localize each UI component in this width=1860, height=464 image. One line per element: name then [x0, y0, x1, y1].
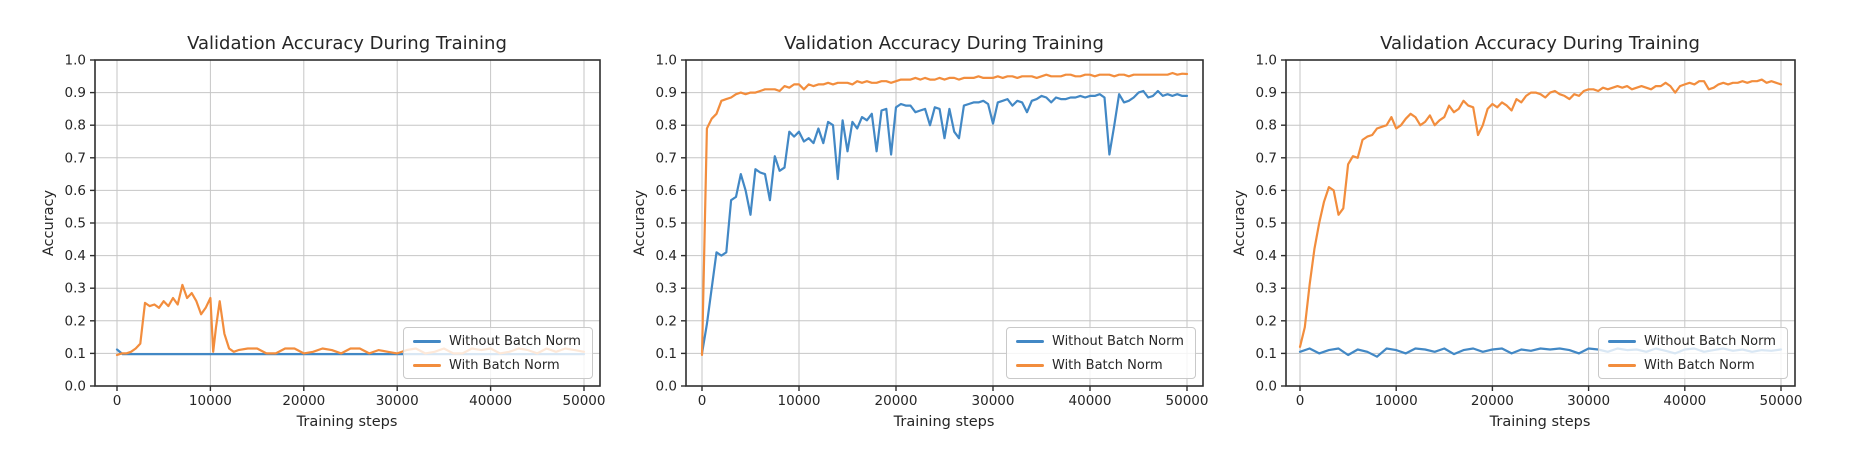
- x-tick-label: 20000: [875, 393, 918, 409]
- y-axis-label: Accuracy: [41, 189, 57, 257]
- series-line-with-batch-norm: [700, 71, 1189, 357]
- x-tick-label: 40000: [1663, 393, 1706, 409]
- chart-1: 0 10000 20000 30000 40000 50000 0.0 0.1 0.2 0.3 0.…: [65, 53, 606, 410]
- y-tick-label: 0.0: [65, 379, 86, 395]
- legend-item-without-batch-norm: Without Batch Norm: [404, 331, 592, 351]
- legend-swatch-without-batch-norm: [1016, 339, 1044, 343]
- legend-item-with-batch-norm: With Batch Norm: [404, 355, 592, 375]
- y-tick-label: 0.0: [656, 379, 677, 395]
- x-tick-label: 40000: [1069, 393, 1112, 409]
- x-axis-label: Training steps: [296, 414, 398, 430]
- tick-labels: 0 10000 20000 30000 40000 50000 0.0 0.1 0.2 0.3 0.…: [65, 53, 606, 410]
- legend-label: With Batch Norm: [1052, 357, 1163, 373]
- axis-ticks: [1281, 59, 1782, 391]
- legend: Without Batch Norm With Batch Norm: [1006, 327, 1196, 379]
- y-tick-label: 0.7: [65, 150, 86, 166]
- x-tick-label: 30000: [376, 393, 419, 409]
- y-tick-label: 0.6: [65, 183, 86, 199]
- x-tick-label: 0: [113, 393, 122, 409]
- axis-ticks: [681, 59, 1188, 391]
- legend: Without Batch Norm With Batch Norm: [403, 327, 593, 379]
- x-tick-label: 10000: [778, 393, 821, 409]
- y-tick-label: 0.2: [656, 313, 677, 329]
- y-tick-label: 0.8: [1256, 118, 1277, 134]
- y-tick-label: 0.1: [65, 346, 86, 362]
- y-tick-label: 0.2: [65, 313, 86, 329]
- y-tick-label: 0.3: [65, 281, 86, 297]
- chart-title: Validation Accuracy During Training: [784, 33, 1104, 54]
- y-tick-label: 0.8: [656, 118, 677, 134]
- y-tick-label: 1.0: [1256, 53, 1277, 69]
- x-tick-label: 20000: [282, 393, 325, 409]
- chart-3: 0 10000 20000 30000 40000 50000 0.0 0.1 0.2 0.3 0.…: [1256, 53, 1803, 410]
- y-tick-label: 0.1: [1256, 346, 1277, 362]
- chart-title: Validation Accuracy During Training: [187, 33, 507, 54]
- y-tick-label: 0.7: [1256, 150, 1277, 166]
- legend-item-without-batch-norm: Without Batch Norm: [1007, 331, 1195, 351]
- legend-swatch-with-batch-norm: [1016, 363, 1044, 367]
- legend-item-without-batch-norm: Without Batch Norm: [1599, 331, 1787, 351]
- x-tick-label: 20000: [1471, 393, 1514, 409]
- y-tick-label: 0.9: [656, 85, 677, 101]
- x-tick-label: 50000: [1760, 393, 1803, 409]
- y-axis-label: Accuracy: [1232, 189, 1248, 257]
- x-axis-label: Training steps: [893, 414, 995, 430]
- y-tick-label: 0.9: [1256, 85, 1277, 101]
- x-tick-label: 50000: [563, 393, 606, 409]
- y-tick-label: 0.1: [656, 346, 677, 362]
- y-tick-label: 0.6: [656, 183, 677, 199]
- y-tick-label: 0.3: [1256, 281, 1277, 297]
- x-tick-label: 10000: [1375, 393, 1418, 409]
- y-tick-label: 0.6: [1256, 183, 1277, 199]
- x-tick-label: 0: [698, 393, 707, 409]
- legend-label: With Batch Norm: [1644, 357, 1755, 373]
- y-tick-label: 0.2: [1256, 313, 1277, 329]
- legend-label: Without Batch Norm: [1052, 333, 1184, 349]
- series-line-with-batch-norm: [1298, 78, 1783, 348]
- legend-swatch-with-batch-norm: [1608, 363, 1636, 367]
- y-tick-label: 0.9: [65, 85, 86, 101]
- legend-item-with-batch-norm: With Batch Norm: [1007, 355, 1195, 375]
- y-tick-label: 0.4: [1256, 248, 1277, 264]
- y-tick-label: 0.5: [1256, 216, 1277, 232]
- y-tick-label: 0.4: [656, 248, 677, 264]
- axis-ticks: [90, 59, 585, 391]
- y-tick-label: 0.5: [65, 216, 86, 232]
- y-axis-label: Accuracy: [632, 189, 648, 257]
- legend-swatch-without-batch-norm: [1608, 339, 1636, 343]
- x-axis-label: Training steps: [1489, 414, 1591, 430]
- y-tick-label: 0.0: [1256, 379, 1277, 395]
- y-tick-label: 0.3: [656, 281, 677, 297]
- x-tick-label: 0: [1296, 393, 1305, 409]
- grid: [1286, 59, 1795, 387]
- y-tick-label: 1.0: [65, 53, 86, 69]
- tick-labels: 0 10000 20000 30000 40000 50000 0.0 0.1 0.2 0.3 0.…: [1256, 53, 1803, 410]
- y-tick-label: 0.5: [656, 216, 677, 232]
- legend: Without Batch Norm With Batch Norm: [1598, 327, 1788, 379]
- y-tick-label: 0.8: [65, 118, 86, 134]
- legend-swatch-with-batch-norm: [413, 363, 441, 367]
- x-tick-label: 10000: [189, 393, 232, 409]
- y-tick-label: 0.4: [65, 248, 86, 264]
- legend-swatch-without-batch-norm: [413, 339, 441, 343]
- legend-label: With Batch Norm: [449, 357, 560, 373]
- legend-label: Without Batch Norm: [1644, 333, 1776, 349]
- legend-label: Without Batch Norm: [449, 333, 581, 349]
- x-tick-label: 30000: [972, 393, 1015, 409]
- x-tick-label: 50000: [1166, 393, 1209, 409]
- chart-title: Validation Accuracy During Training: [1380, 33, 1700, 54]
- x-tick-label: 40000: [469, 393, 512, 409]
- series-line-without-batch-norm: [700, 89, 1189, 355]
- y-tick-label: 1.0: [656, 53, 677, 69]
- y-tick-label: 0.7: [656, 150, 677, 166]
- legend-item-with-batch-norm: With Batch Norm: [1599, 355, 1787, 375]
- tick-labels: 0 10000 20000 30000 40000 50000 0.0 0.1 0.2 0.3 0.…: [656, 53, 1209, 410]
- x-tick-label: 30000: [1567, 393, 1610, 409]
